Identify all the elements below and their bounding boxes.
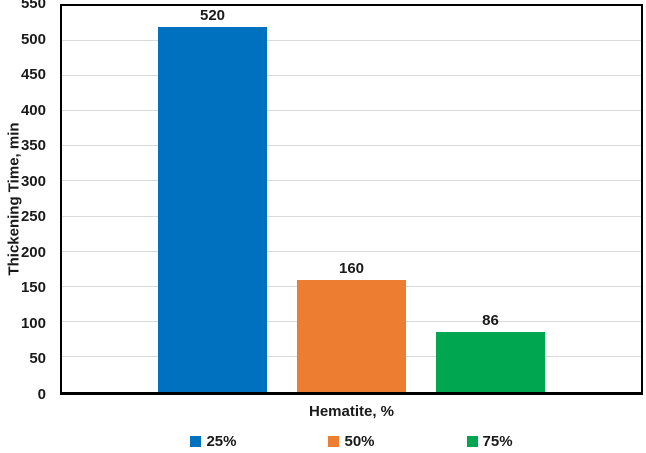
- legend-item-50%: 50%: [328, 432, 375, 450]
- gridline: [62, 180, 641, 182]
- bar-value-label: 86: [482, 311, 499, 329]
- y-tick-label: 350: [20, 137, 46, 155]
- legend-label: 50%: [344, 432, 375, 450]
- bar-value-label: 160: [338, 259, 365, 277]
- legend-item-75%: 75%: [466, 432, 513, 450]
- bar-50%: [297, 279, 406, 392]
- y-tick-label: 450: [20, 66, 46, 84]
- gridline: [62, 75, 641, 77]
- plot-area: 520 160 86: [60, 4, 643, 395]
- legend-item-25%: 25%: [190, 433, 236, 450]
- bar-value-label: 520: [199, 7, 226, 25]
- gridline: [62, 40, 641, 42]
- y-tick-label: 150: [20, 279, 46, 297]
- y-tick-label: 100: [20, 314, 46, 332]
- y-tick-label: 400: [20, 101, 46, 119]
- legend-label: 25%: [206, 432, 237, 450]
- gridline: [62, 215, 641, 217]
- y-tick-label: 0: [37, 386, 46, 403]
- y-tick-label: 550: [20, 0, 46, 12]
- bar-75%: [436, 331, 545, 392]
- y-tick-label: 250: [20, 208, 46, 226]
- legend-swatch-icon: [328, 435, 340, 447]
- y-axis-tick-labels: 0 50 100 150 200 250 300 350 400 450 500 550: [0, 0, 46, 403]
- legend-swatch-icon: [466, 435, 478, 447]
- legend-swatch-icon: [190, 435, 202, 447]
- y-tick-label: 300: [20, 172, 46, 190]
- legend-label: 75%: [482, 432, 513, 450]
- legend: 25% 50% 75%: [60, 431, 643, 451]
- plot-inner: 520 160 86: [62, 6, 641, 392]
- y-tick-label: 500: [20, 30, 46, 48]
- gridline: [62, 110, 641, 112]
- gridline: [62, 145, 641, 147]
- bar-25%: [158, 27, 267, 392]
- x-axis-title: Hematite, %: [308, 403, 395, 420]
- y-tick-label: 200: [20, 243, 46, 261]
- gridline: [62, 250, 641, 252]
- y-tick-label: 50: [29, 350, 46, 368]
